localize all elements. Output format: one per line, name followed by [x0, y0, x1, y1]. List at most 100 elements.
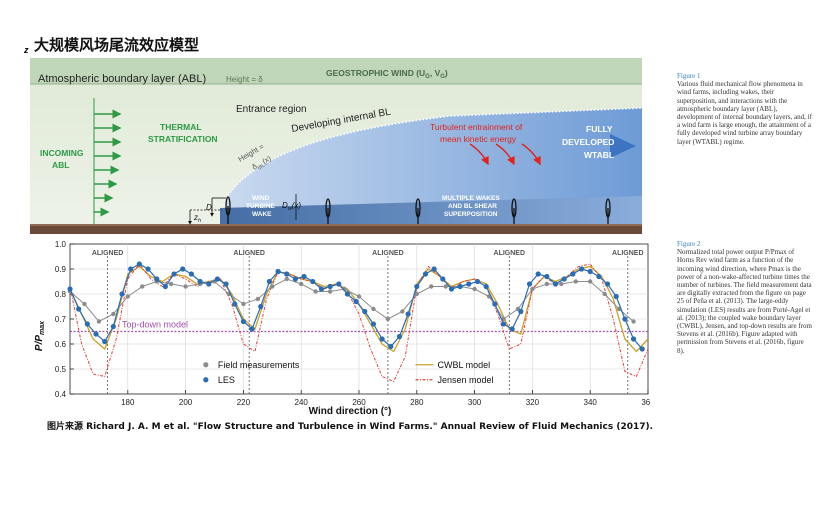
- legend-label-jensen: Jensen model: [437, 375, 493, 385]
- field-series-point: [140, 284, 145, 289]
- field-series-point: [559, 281, 564, 287]
- figure-2-caption-title: Figure 2: [677, 240, 701, 248]
- les-series-point: [171, 271, 177, 277]
- les-series-point: [431, 266, 437, 272]
- figure-1-caption: Figure 1 Various fluid mechanical flow p…: [677, 72, 813, 146]
- field-series-point: [385, 316, 391, 322]
- aligned-label: ALIGNED: [494, 250, 526, 257]
- les-series-point: [570, 271, 576, 277]
- les-series-point: [388, 343, 394, 350]
- y-tick-label: 0.9: [55, 265, 67, 274]
- les-series-point: [93, 331, 99, 337]
- les-series-point: [119, 291, 125, 297]
- les-series-point: [180, 266, 186, 272]
- page-title: 大规模风场尾流效应模型: [34, 36, 200, 54]
- field-series-point: [183, 284, 188, 289]
- les-series-point: [630, 336, 637, 342]
- les-series-point: [67, 286, 73, 292]
- aligned-label: ALIGNED: [92, 250, 124, 257]
- x-tick-label: 340: [584, 398, 598, 407]
- field-series-point: [588, 279, 593, 284]
- x-tick-label: 320: [526, 398, 540, 407]
- field-series-point: [602, 291, 607, 297]
- les-series-point: [128, 266, 134, 272]
- les-series-point: [526, 281, 533, 287]
- legend-label-cwbl: CWBL model: [437, 360, 490, 370]
- y-tick-label: 0.8: [55, 290, 67, 299]
- field-series-point: [544, 281, 550, 287]
- wake-width-label: Dw(x): [282, 201, 301, 212]
- les-series-point: [500, 321, 507, 327]
- aligned-label: ALIGNED: [612, 250, 644, 257]
- height-delta-label: Height = δ: [226, 75, 263, 84]
- field-series-point: [125, 294, 130, 299]
- geostrophic-wind-label: GEOSTROPHIC WIND (UG, VG): [326, 68, 448, 80]
- hub-height-label: zh: [193, 213, 201, 224]
- les-series-point: [587, 268, 593, 275]
- field-series-point: [111, 311, 116, 317]
- field-series-point: [400, 309, 405, 314]
- les-series-point: [518, 308, 524, 315]
- jensen-series-line: [69, 263, 649, 383]
- thermal-label-1: THERMAL: [160, 122, 202, 132]
- field-series-line: [69, 278, 634, 323]
- les-series-point: [596, 273, 602, 280]
- y-tick-label: 1.0: [55, 240, 67, 249]
- wind-turbines: [225, 196, 611, 224]
- y-tick-label: 0.6: [55, 340, 67, 349]
- les-series-point: [448, 286, 455, 292]
- les-series-point: [604, 281, 611, 287]
- figure-2-chart: 0.4 0.5 0.6 0.7 0.8 0.9 1.0 180 200 220 240 260 280 3…: [34, 240, 650, 416]
- legend-label-les: LES: [218, 375, 235, 385]
- legend-label-field: Field measurements: [218, 360, 300, 370]
- x-tick-label: 300: [468, 398, 482, 407]
- les-series-point: [275, 268, 281, 275]
- les-series-point: [578, 266, 585, 272]
- x-tick-label: 280: [410, 398, 424, 407]
- les-series-point: [552, 281, 559, 287]
- field-series-point: [241, 301, 246, 307]
- turbulent-label-1: Turbulent entrainment of: [430, 122, 523, 132]
- les-series-point: [318, 286, 325, 292]
- source-citation: 图片来源 Richard J. A. M et al. "Flow Struct…: [47, 422, 654, 432]
- aligned-label: ALIGNED: [372, 250, 404, 257]
- les-series-point: [353, 298, 359, 305]
- wake-label-2: TURBINE: [246, 203, 276, 210]
- les-series-point: [457, 283, 463, 290]
- figure-1-caption-text: Various fluid mechanical flow phenomena …: [677, 80, 812, 146]
- les-series-point: [145, 266, 151, 272]
- legend-marker-field: [203, 362, 209, 368]
- les-series-point: [197, 278, 203, 285]
- field-series-point: [313, 289, 318, 294]
- x-tick-label: 260: [352, 398, 366, 407]
- les-series-point: [414, 283, 420, 290]
- les-series-point: [232, 301, 238, 307]
- entrainment-arrows: [469, 143, 541, 166]
- entrance-region-label: Entrance region: [236, 104, 307, 115]
- les-series-point: [492, 301, 498, 307]
- turbulent-label-2: mean kinetic energy: [440, 134, 517, 144]
- les-series-point: [440, 276, 446, 282]
- field-series-point: [573, 279, 578, 284]
- multiple-wakes-3: SUPERPOSITION: [444, 211, 498, 218]
- les-series-point: [206, 281, 212, 287]
- les-series-point: [240, 318, 246, 325]
- les-series-point: [466, 281, 472, 287]
- les-series-point: [639, 346, 645, 352]
- y-tick-label: 0.7: [55, 315, 67, 324]
- les-series-point: [379, 336, 385, 342]
- wake-label-1: WIND: [252, 195, 270, 202]
- thermal-label-2: STRATIFICATION: [148, 134, 218, 144]
- dimension-marks: [188, 194, 297, 225]
- les-series-point: [422, 271, 429, 277]
- z-axis-label: z: [24, 45, 29, 55]
- field-series-point: [631, 319, 636, 324]
- figure-1-diagram: Atmospheric boundary layer (ABL) Height …: [30, 58, 642, 234]
- les-series-point: [301, 273, 307, 280]
- les-series-point: [310, 278, 316, 285]
- les-series-point: [622, 316, 628, 322]
- x-axis-label: Wind direction (°): [309, 406, 392, 416]
- les-series-point: [544, 273, 550, 280]
- x-tick-label: 200: [179, 398, 193, 407]
- field-series-point: [443, 284, 448, 289]
